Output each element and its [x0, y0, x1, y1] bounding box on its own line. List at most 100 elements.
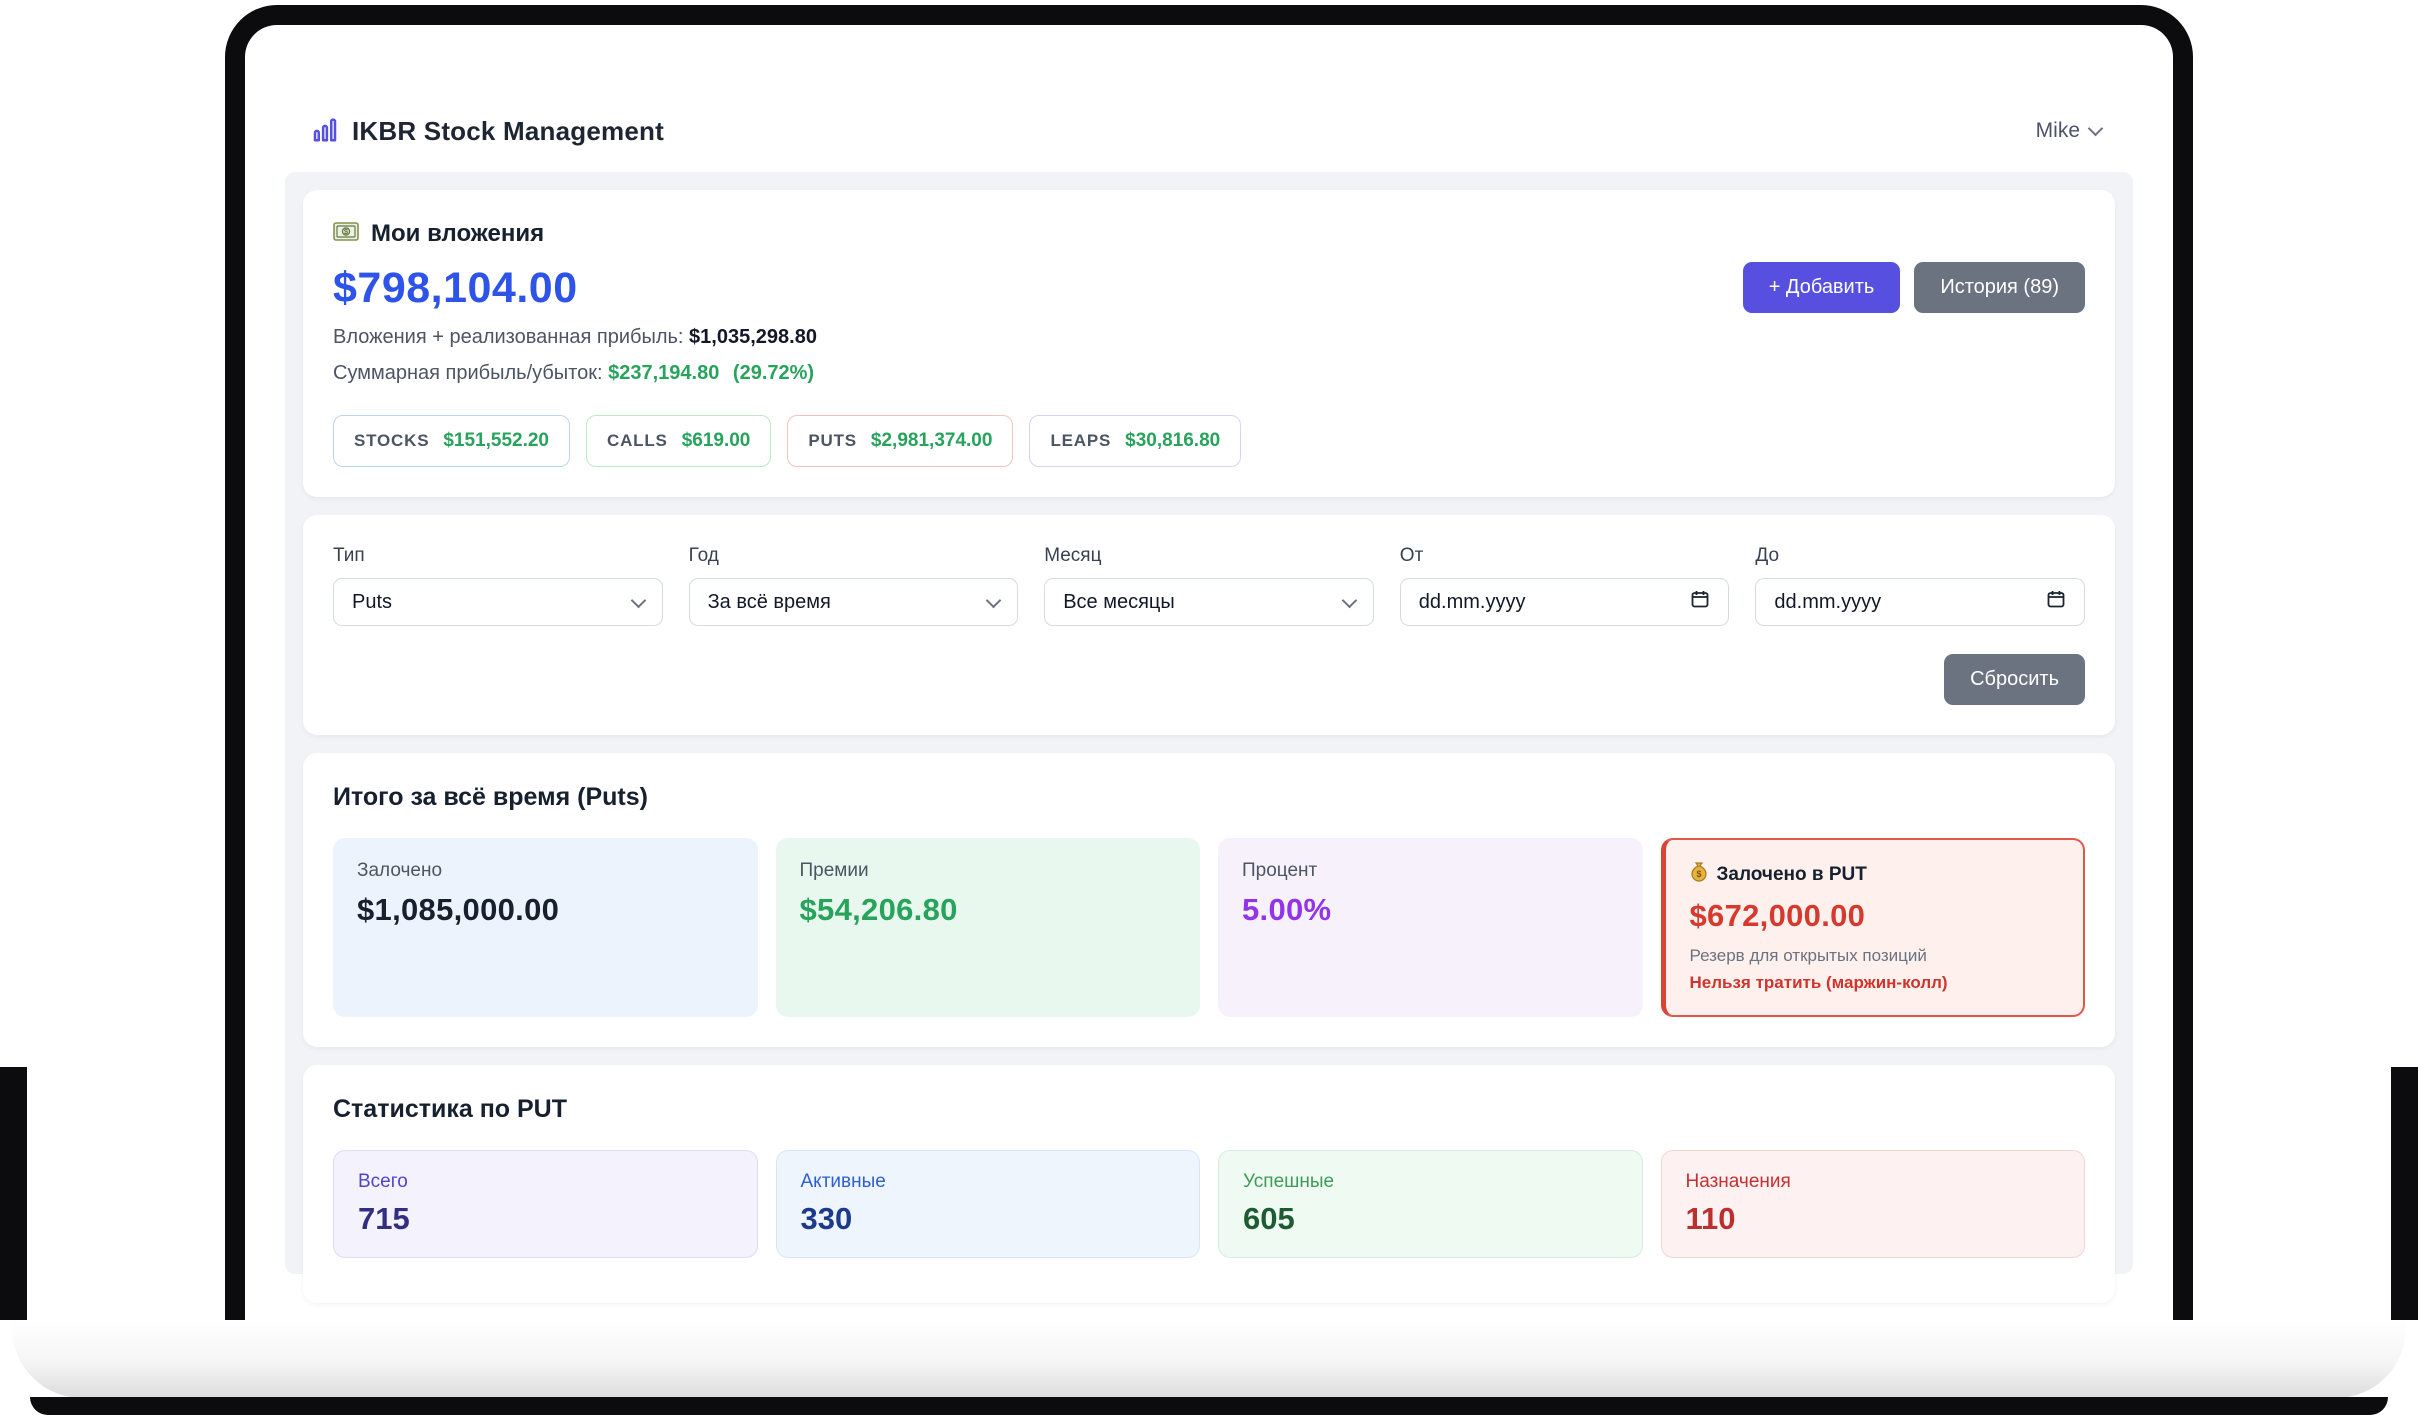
- add-button[interactable]: + Добавить: [1742, 262, 1901, 313]
- svg-text:$: $: [344, 229, 348, 236]
- tile-premiums: Премии $54,206.80: [775, 838, 1200, 1017]
- from-date-input[interactable]: dd.mm.yyyy: [1399, 578, 1730, 626]
- filters-card: Тип Puts Год За всё время: [303, 515, 2115, 735]
- tile-label: Залочено в PUT: [1716, 864, 1867, 885]
- badge-value: $30,816.80: [1125, 430, 1221, 451]
- laptop-base-edge: [30, 1397, 2388, 1415]
- filter-to: До dd.mm.yyyy: [1755, 545, 2085, 626]
- type-select-value: Puts: [352, 590, 393, 613]
- tile-value: $672,000.00: [1689, 898, 1866, 933]
- filter-type: Тип Puts: [333, 545, 663, 626]
- filter-month: Месяц Все месяцы: [1044, 545, 1374, 626]
- to-date-placeholder: dd.mm.yyyy: [1774, 590, 1882, 613]
- tile-locked-in-put: $ Залочено в PUT $672,000.00 Резерв для …: [1660, 838, 2085, 1017]
- pnl-value: $237,194.80: [608, 362, 720, 384]
- year-select[interactable]: За всё время: [688, 578, 1019, 626]
- year-select-value: За всё время: [707, 590, 831, 613]
- month-label: Месяц: [1044, 545, 1102, 566]
- tile-value: $1,085,000.00: [357, 892, 560, 927]
- tile-head: $ Залочено в PUT: [1690, 862, 2060, 888]
- tile-label: Залочено: [357, 860, 443, 881]
- filter-from: От dd.mm.yyyy: [1399, 545, 1730, 626]
- laptop-base-side-left: [0, 1067, 27, 1320]
- stat-successful: Успешные 605: [1218, 1150, 1643, 1258]
- brand: IKBR Stock Management: [310, 114, 664, 149]
- tile-value: $54,206.80: [799, 892, 958, 927]
- type-label: Тип: [333, 545, 365, 566]
- history-button[interactable]: История (89): [1914, 262, 2085, 313]
- stat-label: Всего: [358, 1171, 408, 1192]
- badge-calls: CALLS $619.00: [586, 415, 772, 467]
- badge-label: LEAPS: [1050, 431, 1112, 450]
- stat-label: Назначения: [1685, 1171, 1791, 1192]
- pnl-percent: (29.72%): [732, 362, 815, 384]
- stat-active: Активные 330: [775, 1150, 1200, 1258]
- summary-card: Итого за всё время (Puts) Залочено $1,08…: [303, 753, 2115, 1047]
- stat-label: Активные: [800, 1171, 886, 1192]
- stat-value: 110: [1685, 1201, 1736, 1236]
- laptop-screen: IKBR Stock Management Mike $: [225, 5, 2193, 1320]
- tile-note-reserve: Резерв для открытых позиций: [1689, 946, 1927, 965]
- from-label: От: [1399, 545, 1424, 566]
- from-date-placeholder: dd.mm.yyyy: [1418, 590, 1526, 613]
- month-select-value: Все месяцы: [1063, 590, 1175, 613]
- invested-label: Вложения + реализованная прибыль:: [333, 326, 684, 348]
- laptop-base-side-right: [2391, 1067, 2418, 1320]
- summary-title: Итого за всё время (Puts): [333, 783, 648, 811]
- badge-value: $619.00: [681, 430, 751, 451]
- stat-assignments: Назначения 110: [1660, 1150, 2085, 1258]
- tile-value: 5.00%: [1242, 892, 1332, 927]
- category-badges: STOCKS $151,552.20 CALLS $619.00 PUTS $2…: [333, 415, 2085, 467]
- money-bag-icon: $: [1690, 862, 1708, 888]
- year-label: Год: [688, 545, 719, 566]
- month-select[interactable]: Все месяцы: [1044, 578, 1374, 626]
- badge-label: PUTS: [808, 431, 857, 450]
- stat-value: 605: [1243, 1201, 1295, 1236]
- badge-label: STOCKS: [354, 431, 430, 450]
- user-name: Mike: [2035, 119, 2080, 142]
- reset-button[interactable]: Сбросить: [1944, 654, 2085, 705]
- invested-line: Вложения + реализованная прибыль: $1,035…: [333, 326, 2085, 349]
- to-label: До: [1755, 545, 1780, 566]
- investments-title: Мои вложения: [371, 220, 545, 247]
- calendar-icon[interactable]: [2046, 589, 2066, 615]
- pnl-line: Суммарная прибыль/убыток: $237,194.80 (2…: [333, 362, 2085, 385]
- investments-card: $ Мои вложения $798,104.00 Вложения + ре…: [303, 190, 2115, 497]
- main-content: $ Мои вложения $798,104.00 Вложения + ре…: [285, 172, 2133, 1303]
- investments-actions: + Добавить История (89): [1742, 262, 2085, 313]
- tile-label: Премии: [799, 860, 869, 881]
- bar-chart-icon: [310, 114, 340, 149]
- app-header: IKBR Stock Management Mike: [245, 25, 2173, 172]
- page-title: IKBR Stock Management: [352, 115, 664, 146]
- to-date-input[interactable]: dd.mm.yyyy: [1755, 578, 2085, 626]
- badge-label: CALLS: [607, 431, 668, 450]
- investments-title-row: $ Мои вложения: [333, 220, 2085, 248]
- user-menu[interactable]: Mike: [2035, 119, 2104, 143]
- type-select[interactable]: Puts: [333, 578, 663, 626]
- laptop-base: [12, 1320, 2406, 1398]
- calendar-icon[interactable]: [1690, 589, 1710, 615]
- filters-grid: Тип Puts Год За всё время: [333, 545, 2085, 626]
- svg-text:$: $: [1696, 869, 1701, 879]
- investments-total: $798,104.00: [333, 264, 578, 312]
- stats-tiles: Всего 715 Активные 330 Успешные 605 Назн…: [333, 1150, 2085, 1258]
- tile-percent: Процент 5.00%: [1218, 838, 1643, 1017]
- invested-value: $1,035,298.80: [689, 326, 817, 348]
- stat-value: 330: [800, 1201, 853, 1236]
- chevron-down-icon: [2087, 120, 2104, 136]
- stat-label: Успешные: [1243, 1171, 1335, 1192]
- filters-footer: Сбросить: [333, 654, 2085, 705]
- badge-leaps: LEAPS $30,816.80: [1029, 415, 1242, 467]
- tile-locked: Залочено $1,085,000.00: [333, 838, 758, 1017]
- pnl-label: Суммарная прибыль/убыток:: [333, 362, 603, 384]
- stats-card: Статистика по PUT Всего 715 Активные 330…: [303, 1065, 2115, 1303]
- stats-title: Статистика по PUT: [333, 1095, 568, 1123]
- chevron-down-icon: [630, 592, 646, 608]
- badge-value: $151,552.20: [443, 430, 550, 451]
- chevron-down-icon: [985, 592, 1002, 608]
- badge-value: $2,981,374.00: [870, 430, 993, 451]
- money-bill-icon: $: [333, 222, 359, 246]
- stat-value: 715: [358, 1201, 410, 1236]
- stat-total: Всего 715: [333, 1150, 758, 1258]
